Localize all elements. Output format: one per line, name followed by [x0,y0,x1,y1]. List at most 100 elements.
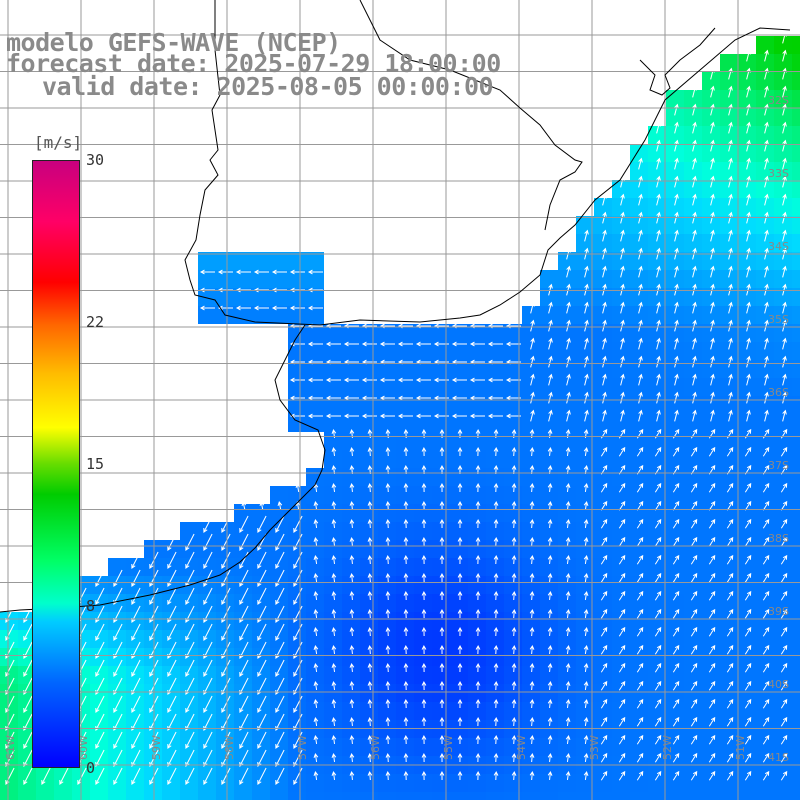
wind-arrow [726,518,734,529]
wind-arrow [295,483,301,493]
speed-cell [504,360,522,378]
speed-cell [792,396,800,414]
wind-arrow [421,626,427,637]
wind-arrow [475,680,481,691]
speed-cell [630,396,648,414]
wind-arrow [325,395,341,401]
wind-arrow [782,337,787,350]
wind-arrow [530,391,535,404]
speed-cell [684,522,702,540]
wind-arrow [221,587,231,605]
wind-arrow [167,731,177,749]
speed-cell [234,630,252,648]
speed-cell [468,576,486,594]
speed-cell [342,774,360,792]
wind-arrow [547,608,553,619]
wind-arrow [728,85,733,98]
speed-cell [594,360,612,378]
wind-arrow [602,391,607,404]
speed-cell [558,288,576,306]
wind-arrow [167,623,177,641]
wind-arrow [493,698,499,709]
speed-cell [738,450,756,468]
wind-arrow [313,519,319,529]
wind-arrow [728,319,733,332]
speed-cell [720,540,738,558]
speed-cell [648,306,666,324]
speed-cell [270,288,288,306]
wind-arrow [726,446,734,457]
speed-cell [378,378,396,396]
wind-arrow [131,569,141,587]
wind-arrow [349,536,355,547]
speed-cell [648,504,666,522]
wind-arrow [762,590,770,601]
wind-arrow [782,373,787,386]
speed-cell [702,252,720,270]
speed-cell [450,558,468,576]
speed-cell [648,612,666,630]
speed-cell [342,594,360,612]
speed-cell [594,198,612,216]
longitude-label: 54W [515,735,528,760]
speed-cell [144,612,162,630]
wind-arrow [221,533,231,551]
speed-cell [378,666,396,684]
wind-arrow [583,501,589,511]
wind-arrow [511,518,517,529]
speed-cell [540,396,558,414]
speed-cell [198,792,216,800]
wind-arrow [690,608,698,619]
speed-cell [432,504,450,522]
speed-cell [378,414,396,432]
speed-cell [306,414,324,432]
speed-cell [540,666,558,684]
speed-cell [378,540,396,558]
wind-arrow [313,537,319,547]
wind-arrow [690,662,698,673]
speed-cell [630,270,648,288]
wind-arrow [584,337,589,350]
wind-arrow [618,734,626,745]
speed-cell [756,486,774,504]
wind-arrow [397,395,413,401]
wind-arrow [547,554,553,565]
wind-arrow [325,413,341,419]
speed-cell [594,648,612,666]
speed-cell [630,162,648,180]
speed-cell [342,576,360,594]
speed-cell [360,540,378,558]
wind-arrow [511,716,517,727]
wind-arrow [511,752,517,763]
wind-arrow [403,482,409,493]
wind-arrow [674,265,679,278]
speed-cell [468,504,486,522]
speed-cell [684,450,702,468]
wind-arrow [239,533,249,551]
speed-cell [594,324,612,342]
speed-cell [648,630,666,648]
speed-cell [702,486,720,504]
wind-arrow [439,626,445,637]
speed-cell [540,450,558,468]
speed-cell [774,612,792,630]
speed-cell [612,486,630,504]
speed-cell [306,288,324,306]
speed-cell [396,396,414,414]
speed-cell [540,486,558,504]
speed-cell [378,612,396,630]
speed-cell [378,468,396,486]
speed-cell [702,360,720,378]
wind-arrow [618,680,626,691]
speed-cell [216,558,234,576]
speed-cell [414,648,432,666]
speed-cell [612,558,630,576]
wind-arrow [602,229,607,242]
speed-cell [612,648,630,666]
speed-cell [666,378,684,396]
speed-cell [432,666,450,684]
speed-cell [396,450,414,468]
speed-cell [792,612,800,630]
wind-arrow [403,626,409,637]
speed-cell [126,792,144,800]
